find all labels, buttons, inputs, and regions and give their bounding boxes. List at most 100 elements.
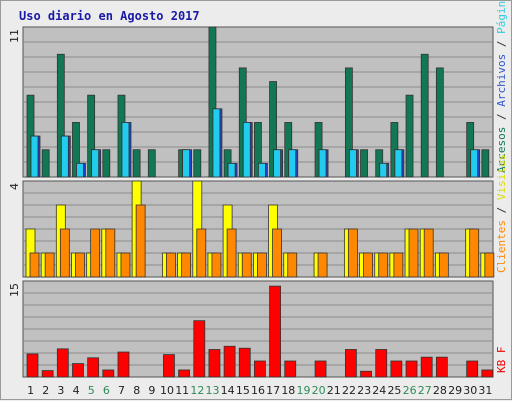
bar-kb-f [390,360,403,378]
series-label-bottom: KB F [495,347,508,374]
legend-part: / [495,200,508,220]
bar-clientes [181,252,192,278]
legend-part: Clientes [495,220,508,273]
bar-páginas [30,135,39,178]
bar-accesos [344,67,353,178]
bar-accesos [72,122,80,178]
x-tick-label: 14 [221,384,235,397]
bar-kb-f [269,285,281,378]
bar-clientes [378,252,389,278]
bar-páginas [348,149,357,178]
x-tick-label: 13 [206,384,220,397]
legend-part: Páginas [495,1,508,34]
bar-accesos [87,94,96,178]
bar-kb-f [238,347,251,378]
x-tick-label: 31 [478,384,492,397]
bar-kb-f [284,360,297,378]
x-tick-label: 12 [190,384,204,397]
bar-páginas [212,108,221,178]
bar-clientes [226,228,237,278]
bar-accesos [435,67,444,178]
bar-clientes [44,252,55,278]
bar-páginas [394,149,403,178]
legend-part: KB F [495,347,508,374]
x-tick-label: 28 [433,384,447,397]
x-tick-label: 11 [175,384,189,397]
bar-clientes [166,252,176,278]
bar-páginas [379,162,388,178]
bar-clientes [287,252,298,278]
x-tick-label: 8 [133,384,140,397]
bar-accesos [405,94,414,178]
x-tick-label: 23 [357,384,371,397]
bar-clientes [120,252,131,278]
bar-páginas [182,149,191,178]
bar-páginas [470,149,479,178]
bar-páginas [91,149,100,178]
bar-clientes [347,228,358,278]
x-tick-label: 6 [103,384,110,397]
bar-clientes [469,228,480,278]
bar-accesos [269,81,277,178]
bar-accesos [208,26,217,178]
bar-kb-f [208,349,221,378]
bar-kb-f [163,354,175,378]
x-tick-label: 27 [418,384,432,397]
legend-part: Accesos [495,127,508,173]
bar-accesos [254,122,262,178]
bar-kb-f [254,360,266,378]
bar-kb-f [420,356,433,378]
bar-kb-f [102,369,115,378]
x-tick-label: 4 [73,384,80,397]
bar-clientes [272,228,282,278]
bar-kb-f [314,360,327,378]
bar-clientes [211,252,222,278]
x-tick-label: 18 [281,384,295,397]
bar-páginas [227,162,236,178]
bar-páginas [242,122,251,178]
x-tick-label: 16 [251,384,265,397]
bar-kb-f [117,351,130,378]
bar-kb-f [41,370,54,378]
x-tick-label: 26 [403,384,417,397]
bar-clientes [257,252,267,278]
bar-kb-f [87,357,100,378]
bar-clientes [90,228,101,278]
x-tick-label: 17 [266,384,280,397]
bar-accesos [102,149,111,178]
bar-clientes [393,252,404,278]
bar-páginas [121,122,130,178]
bar-kb-f [178,369,191,378]
bar-clientes [484,252,495,278]
y-max-label-top: 11 [8,29,21,43]
bar-accesos [147,149,156,178]
bar-kb-f [72,363,84,378]
series-label-top: Accesos / Archivos / Páginas [495,1,508,173]
bar-páginas [273,149,281,178]
x-tick-label: 20 [312,384,326,397]
bar-clientes [423,228,434,278]
bar-kb-f [193,320,206,378]
bar-accesos [360,149,368,178]
bar-kb-f [481,369,494,378]
series-label-middle: Clientes / Visitas [495,154,508,273]
bar-clientes [408,228,419,278]
bar-kb-f [405,360,418,378]
chart-title: Uso diario en Agosto 2017 [19,9,200,23]
bar-clientes [29,252,40,278]
bar-páginas [76,162,84,178]
bar-páginas [60,135,69,178]
bar-clientes [438,252,449,278]
x-tick-label: 22 [342,384,356,397]
x-tick-label: 2 [42,384,49,397]
legend-part: / [495,34,508,54]
bar-clientes [135,204,146,278]
bar-kb-f [344,349,357,378]
bar-clientes [196,228,207,278]
x-tick-label: 24 [372,384,386,397]
bar-accesos [481,149,490,178]
legend-part: Visitas [495,154,508,200]
x-tick-label: 25 [387,384,401,397]
